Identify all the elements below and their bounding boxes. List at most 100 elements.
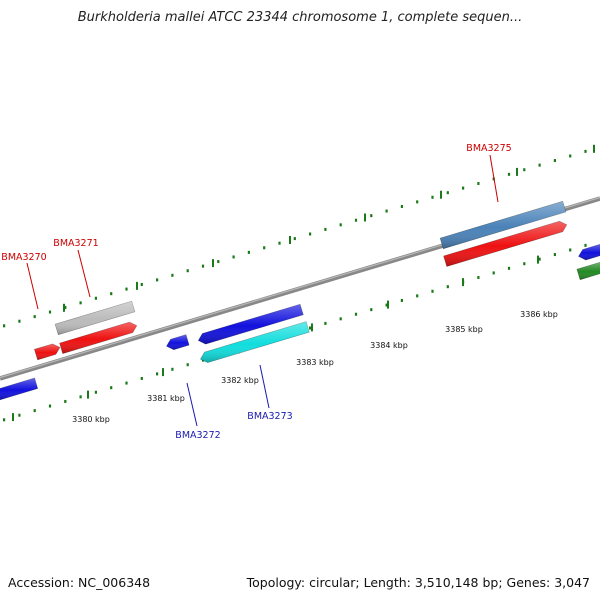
forward-track-minor-tick [293, 237, 296, 241]
forward-track-minor-tick [477, 182, 480, 186]
gene-bma3272-shading [166, 334, 190, 350]
genes-layer [0, 200, 600, 401]
gene-bma3270-shading [34, 343, 60, 360]
gene-unlabeled-9[interactable] [578, 243, 600, 261]
forward-track-minor-tick [64, 305, 67, 309]
reverse-track-minor-tick [324, 321, 327, 325]
reverse-track-minor-tick [507, 266, 511, 270]
reverse-track-minor-tick [94, 390, 97, 394]
gene-callouts: BMA3270 BMA3271 BMA3272 BMA3273 BMA3275 [1, 143, 511, 441]
forward-track-minor-tick [33, 315, 36, 319]
forward-track-minor-tick [110, 292, 113, 296]
forward-track-minor-tick [156, 278, 159, 282]
reverse-track-minor-tick [140, 376, 143, 380]
reverse-track-minor-tick [538, 257, 541, 261]
gene-unlabeled-6[interactable] [439, 200, 567, 250]
reverse-track-minor-tick [354, 312, 358, 316]
map-title: Burkholderia mallei ATCC 23344 chromosom… [77, 10, 523, 25]
gene-bma3275[interactable] [443, 220, 568, 267]
reverse-track-minor-tick [477, 276, 480, 280]
forward-track-minor-tick [278, 241, 281, 245]
forward-track-minor-tick [247, 250, 250, 254]
forward-track-minor-tick [263, 246, 266, 250]
callout-line-bma3271 [77, 249, 91, 298]
reverse-track-minor-tick [553, 253, 556, 257]
forward-track-minor-tick [324, 227, 327, 231]
reverse-track-minor-tick [492, 271, 495, 275]
forward-track-minor-tick [385, 209, 388, 213]
forward-track-minor-tick [186, 269, 189, 273]
reverse-track-minor-tick [416, 294, 419, 298]
reverse-track-minor-tick [48, 404, 52, 408]
forward-track-minor-tick [171, 273, 174, 277]
tick-label-3381: 3381 kbp [147, 394, 185, 403]
forward-track-minor-tick [507, 172, 511, 176]
callout-line-bma3273 [259, 364, 270, 409]
forward-track-minor-tick [201, 264, 205, 268]
tick-label-3383: 3383 kbp [296, 358, 334, 367]
reverse-track-minor-tick [64, 399, 67, 403]
gene-bma3271-shading [59, 322, 137, 354]
reverse-track-minor-tick [171, 367, 174, 371]
tick-labels: 3380 kbp 3381 kbp 3382 kbp 3383 kbp 3384 kbp… [72, 310, 558, 424]
reverse-track-minor-tick [309, 326, 312, 330]
forward-track-minor-tick [538, 163, 541, 167]
gene-unlabeled-8-shading [0, 378, 38, 400]
forward-track-minor-tick [79, 301, 82, 305]
callout-line-bma3275 [489, 154, 499, 203]
gene-unlabeled-10-shading [576, 262, 600, 280]
gene-bma3272[interactable] [166, 334, 190, 351]
gene-label-bma3271: BMA3271 [53, 238, 98, 249]
genome-summary: Topology: circular; Length: 3,510,148 bp… [246, 575, 590, 590]
reverse-track-minor-tick [446, 285, 449, 289]
gene-bma3270[interactable] [34, 343, 61, 361]
reverse-track-minor-tick [370, 308, 373, 312]
gene-unlabeled-5[interactable] [54, 300, 136, 336]
forward-track-minor-tick [569, 154, 572, 158]
tick-label-3382: 3382 kbp [221, 376, 259, 385]
forward-track-minor-tick [400, 204, 403, 208]
reverse-track-minor-tick [79, 395, 82, 399]
reverse-track-minor-tick [523, 262, 526, 266]
forward-track-minor-tick [553, 159, 556, 163]
callout-line-bma3272 [186, 382, 198, 427]
gene-unlabeled-9-shading [578, 244, 600, 260]
reverse-track-minor-tick [186, 363, 189, 367]
forward-track-minor-tick [48, 310, 52, 314]
reverse-track-minor-tick [400, 298, 403, 302]
tick-label-3386: 3386 kbp [520, 310, 558, 319]
forward-track-minor-tick [3, 324, 6, 328]
forward-track-minor-tick [462, 186, 465, 190]
accession-label: Accession: NC_006348 [8, 575, 151, 590]
tick-label-3384: 3384 kbp [370, 341, 408, 350]
gene-unlabeled-7[interactable] [197, 303, 304, 345]
forward-track-minor-tick [416, 200, 419, 204]
gene-unlabeled-8[interactable] [0, 377, 39, 401]
forward-track-minor-tick [232, 255, 235, 259]
reverse-track-minor-tick [156, 372, 159, 376]
gene-unlabeled-5-shading [55, 301, 135, 335]
callout-line-bma3270 [26, 262, 39, 310]
gene-label-bma3270: BMA3270 [1, 252, 46, 263]
gene-unlabeled-7-shading [198, 304, 304, 345]
gene-label-bma3272: BMA3272 [175, 430, 220, 441]
reverse-track-minor-tick [18, 413, 21, 417]
forward-track-minor-tick [584, 149, 587, 153]
gene-unlabeled-10[interactable] [576, 261, 600, 281]
reverse-track-minor-tick [431, 289, 434, 293]
forward-track-minor-tick [94, 296, 97, 300]
forward-track-minor-tick [339, 223, 342, 227]
reverse-track-minor-tick [339, 317, 342, 321]
gene-bma3273-shading [200, 321, 310, 363]
reverse-track-minor-tick [125, 381, 128, 385]
reverse-track-minor-tick [3, 418, 6, 422]
reverse-track-minor-tick [33, 409, 36, 413]
forward-track-minor-tick [446, 191, 449, 195]
reverse-track-minor-tick [584, 243, 587, 247]
gene-bma3273[interactable] [199, 321, 310, 363]
forward-track-minor-tick [309, 232, 312, 236]
gene-bma3271[interactable] [59, 321, 138, 354]
forward-tick-track [3, 144, 595, 328]
forward-track-minor-tick [125, 287, 128, 291]
